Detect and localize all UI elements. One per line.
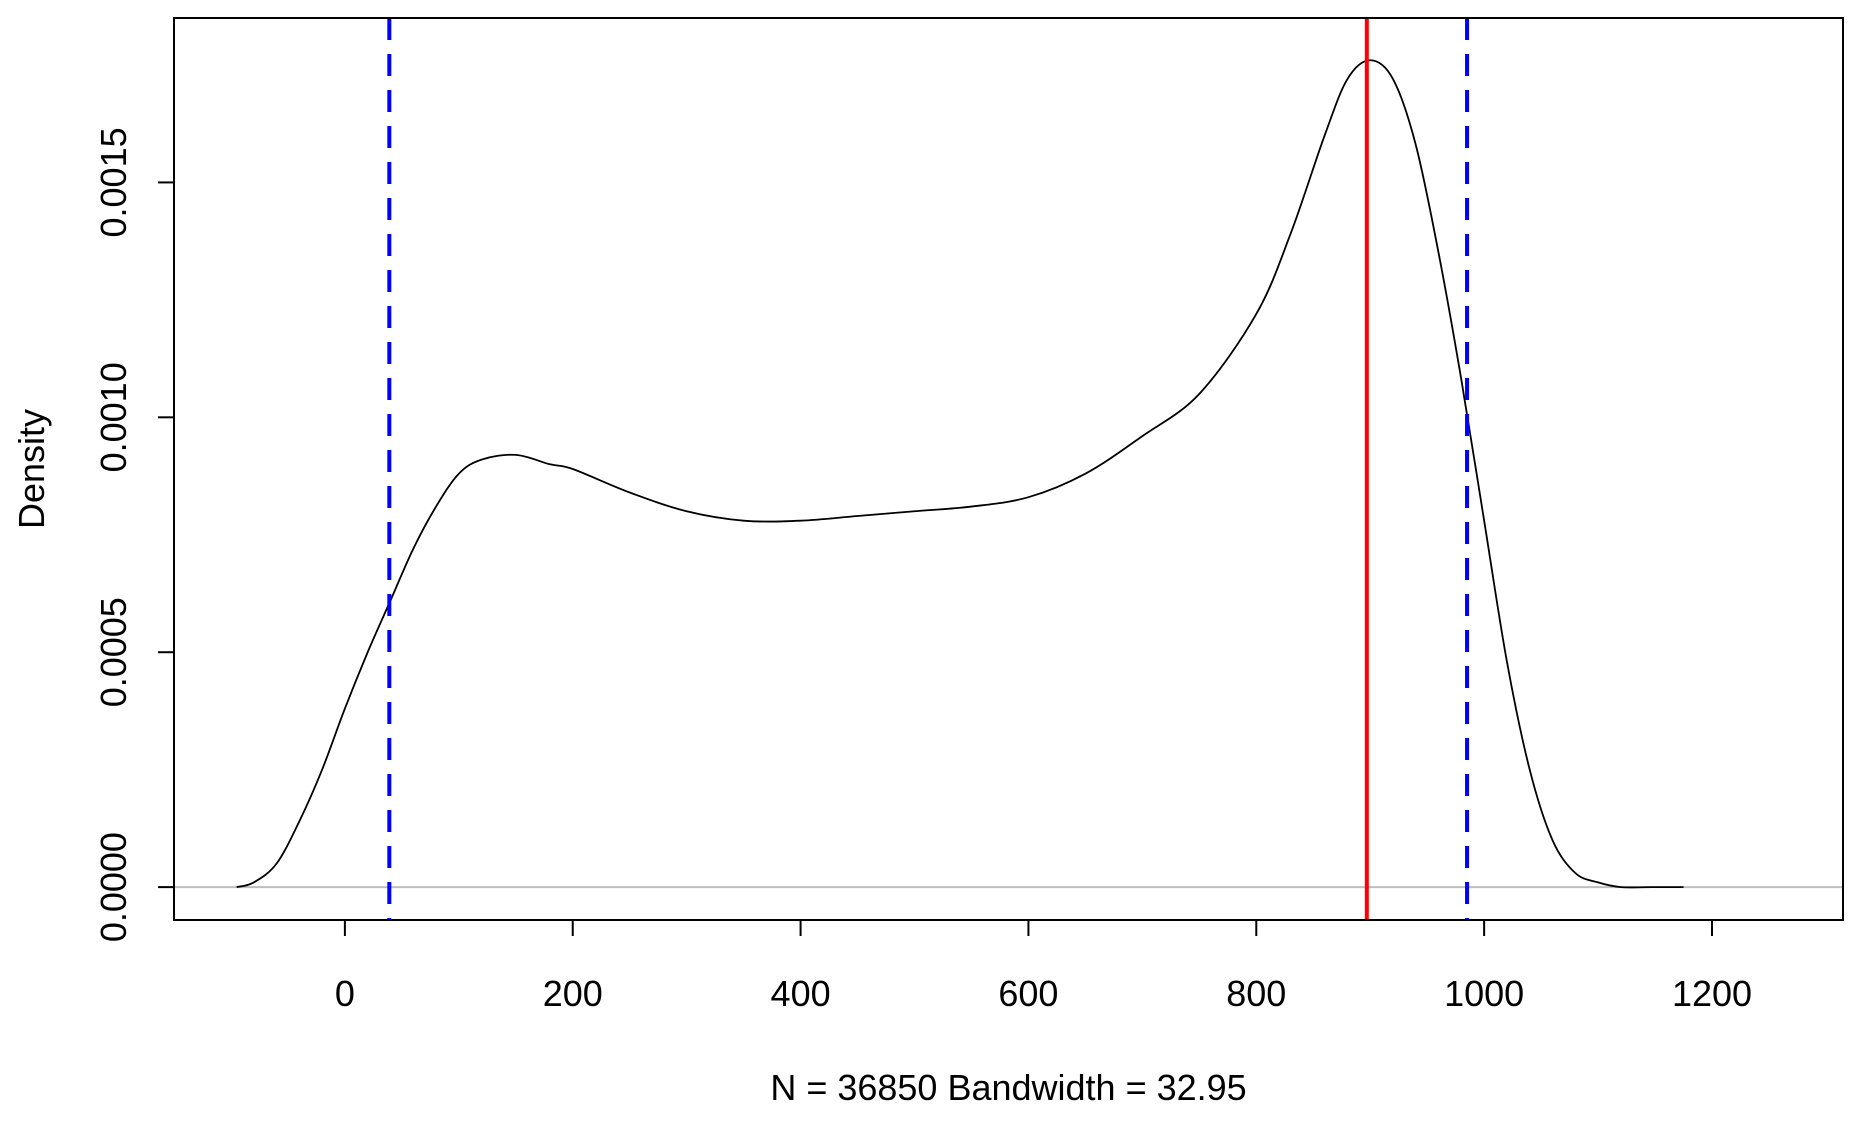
x-tick-label: 600 [998,973,1058,1014]
series-lines [236,59,1684,889]
x-tick-label: 1200 [1672,973,1752,1014]
density-curve [236,59,1684,889]
y-tick-label: 0.0000 [93,832,134,942]
y-tick-label: 0.0015 [93,127,134,237]
x-axis-title: N = 36850 Bandwidth = 32.95 [770,1067,1246,1108]
plot-frame [173,17,1844,921]
vertical-reference-lines [387,18,1470,920]
y-tick-label: 0.0010 [93,362,134,472]
y-axis-title: Density [11,409,52,529]
y-axis: 0.0000 0.0005 0.0010 0.0015 [93,127,175,942]
plot-area [174,18,1843,920]
x-tick-label: 1000 [1444,973,1524,1014]
x-axis: 0 200 400 600 800 1000 1200 [335,919,1752,1014]
x-tick-label: 200 [543,973,603,1014]
x-tick-label: 400 [771,973,831,1014]
y-tick-label: 0.0005 [93,597,134,707]
x-tick-label: 0 [335,973,355,1014]
x-tick-label: 800 [1226,973,1286,1014]
